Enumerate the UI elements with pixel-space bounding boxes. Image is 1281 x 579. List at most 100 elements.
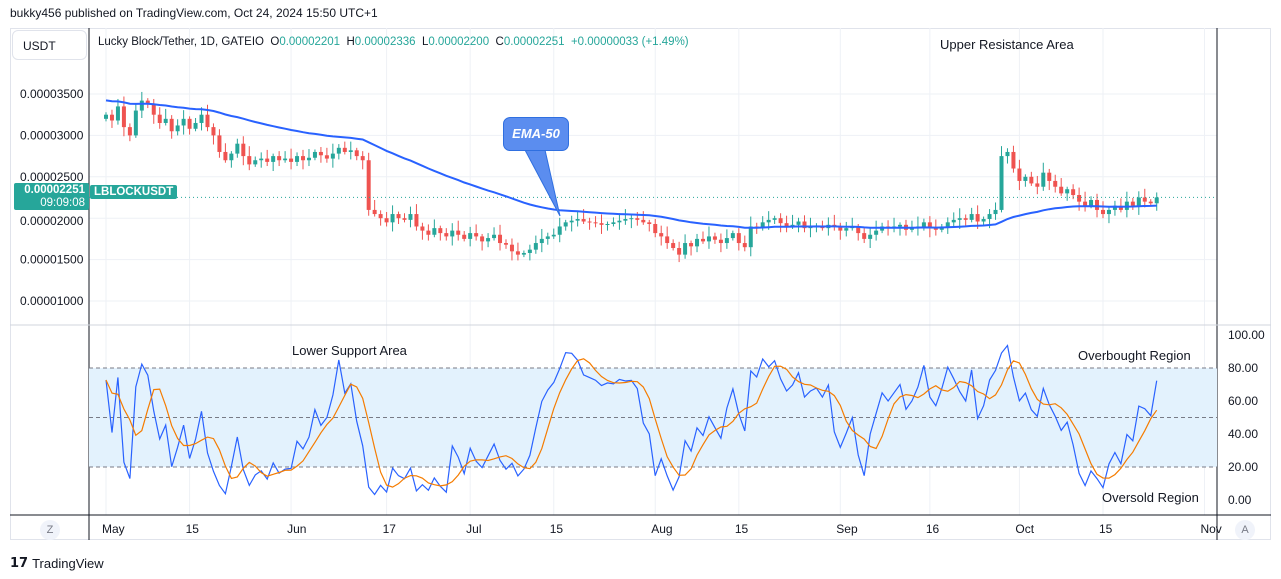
candle-body bbox=[1077, 195, 1082, 202]
auto-scale-button[interactable]: A bbox=[1235, 520, 1255, 540]
time-axis-label: 16 bbox=[926, 522, 940, 536]
candle-body bbox=[862, 233, 867, 239]
countdown: 09:09:08 bbox=[40, 196, 85, 209]
time-axis-label: 15 bbox=[550, 522, 564, 536]
candle-body bbox=[635, 218, 640, 220]
candle-body bbox=[408, 214, 413, 220]
candle-body bbox=[121, 106, 126, 128]
candle-body bbox=[927, 222, 932, 229]
oversold-label: Oversold Region bbox=[1102, 490, 1199, 505]
candle-body bbox=[145, 100, 150, 104]
candle-body bbox=[701, 238, 705, 242]
candle-body bbox=[1035, 183, 1040, 187]
close-value: 0.00002251 bbox=[503, 36, 565, 48]
candle-body bbox=[724, 238, 729, 244]
ema-callout: EMA-50 bbox=[503, 117, 569, 151]
candle-body bbox=[1118, 205, 1123, 210]
candle-body bbox=[545, 236, 550, 239]
candle-body bbox=[115, 106, 120, 121]
candle-body bbox=[163, 118, 168, 123]
candle-body bbox=[963, 218, 968, 220]
candle-body bbox=[683, 243, 688, 255]
price-axis-label: 0.00003000 bbox=[20, 128, 84, 142]
candle-body bbox=[498, 234, 503, 244]
candle-body bbox=[241, 143, 246, 157]
candle-body bbox=[181, 118, 186, 126]
high-label: H bbox=[346, 36, 355, 48]
candle-body bbox=[551, 234, 556, 237]
candle-body bbox=[772, 218, 777, 220]
candle-body bbox=[348, 150, 353, 152]
tv-logo-icon: 𝟭𝟳 bbox=[10, 555, 29, 570]
candle-body bbox=[211, 127, 216, 136]
candle-body bbox=[486, 238, 491, 242]
price-axis-label: 0.00001000 bbox=[20, 294, 84, 308]
tradingview-logo[interactable]: 𝟭𝟳 TradingView bbox=[10, 555, 104, 571]
time-axis-label: 15 bbox=[735, 522, 749, 536]
price-axis-label: 0.00002000 bbox=[20, 214, 84, 228]
candle-body bbox=[1106, 209, 1111, 215]
change-value: +0.00000033 (+1.49%) bbox=[570, 36, 689, 48]
candle-body bbox=[593, 222, 598, 224]
candle-body bbox=[533, 243, 538, 250]
candle-body bbox=[921, 222, 926, 227]
candle-body bbox=[629, 218, 634, 220]
candle-body bbox=[784, 223, 789, 227]
candle-body bbox=[581, 219, 586, 222]
candle-body bbox=[647, 222, 652, 224]
candle-body bbox=[187, 118, 192, 129]
candle-body bbox=[1112, 205, 1117, 210]
candle-body bbox=[1053, 180, 1058, 187]
oscillator-axis-label: 0.00 bbox=[1228, 493, 1252, 507]
candle-body bbox=[306, 157, 311, 161]
candle-body bbox=[975, 214, 980, 222]
candle-body bbox=[515, 251, 520, 255]
candle-body bbox=[175, 125, 180, 132]
candle-body bbox=[587, 221, 592, 223]
candle-body bbox=[1047, 172, 1052, 181]
candle-body bbox=[1095, 199, 1100, 210]
candle-body bbox=[414, 214, 419, 227]
time-axis-label: Nov bbox=[1200, 522, 1221, 536]
candle-body bbox=[372, 209, 377, 215]
lower-support-label: Lower Support Area bbox=[292, 343, 407, 358]
candle-body bbox=[1005, 151, 1010, 157]
candle-body bbox=[390, 214, 395, 223]
candle-body bbox=[796, 221, 801, 225]
candle-body bbox=[1011, 151, 1016, 169]
candle-body bbox=[623, 219, 628, 221]
candle-body bbox=[444, 233, 449, 237]
candle-body bbox=[653, 223, 658, 234]
time-axis-label: Sep bbox=[836, 522, 858, 536]
candle-body bbox=[868, 234, 873, 239]
candle-body bbox=[641, 219, 646, 223]
candle-body bbox=[480, 236, 485, 242]
ticker-tag: LBLOCKUSDT bbox=[90, 185, 178, 199]
candle-body bbox=[271, 156, 276, 162]
candle-body bbox=[1071, 189, 1076, 196]
candle-body bbox=[474, 233, 479, 237]
candle-body bbox=[462, 234, 467, 239]
candle-body bbox=[438, 228, 443, 234]
z-button[interactable]: Z bbox=[40, 520, 60, 540]
candle-body bbox=[1023, 176, 1028, 181]
candle-body bbox=[229, 153, 234, 161]
overbought-label: Overbought Region bbox=[1078, 348, 1191, 363]
last-price: 0.00002251 bbox=[24, 184, 85, 196]
candle-body bbox=[265, 158, 270, 162]
candle-body bbox=[945, 222, 950, 227]
candle-body bbox=[336, 147, 341, 154]
candle-body bbox=[671, 243, 676, 249]
candle-body bbox=[366, 160, 371, 210]
currency-label[interactable]: USDT bbox=[12, 30, 87, 60]
candle-body bbox=[844, 228, 849, 231]
candle-body bbox=[933, 228, 938, 230]
candle-body bbox=[712, 236, 717, 240]
candle-body bbox=[838, 226, 843, 231]
candle-body bbox=[384, 218, 389, 223]
candle-body bbox=[450, 230, 455, 237]
upper-resistance-label: Upper Resistance Area bbox=[940, 37, 1074, 52]
candle-body bbox=[766, 219, 771, 223]
chart-frame bbox=[10, 28, 1271, 540]
